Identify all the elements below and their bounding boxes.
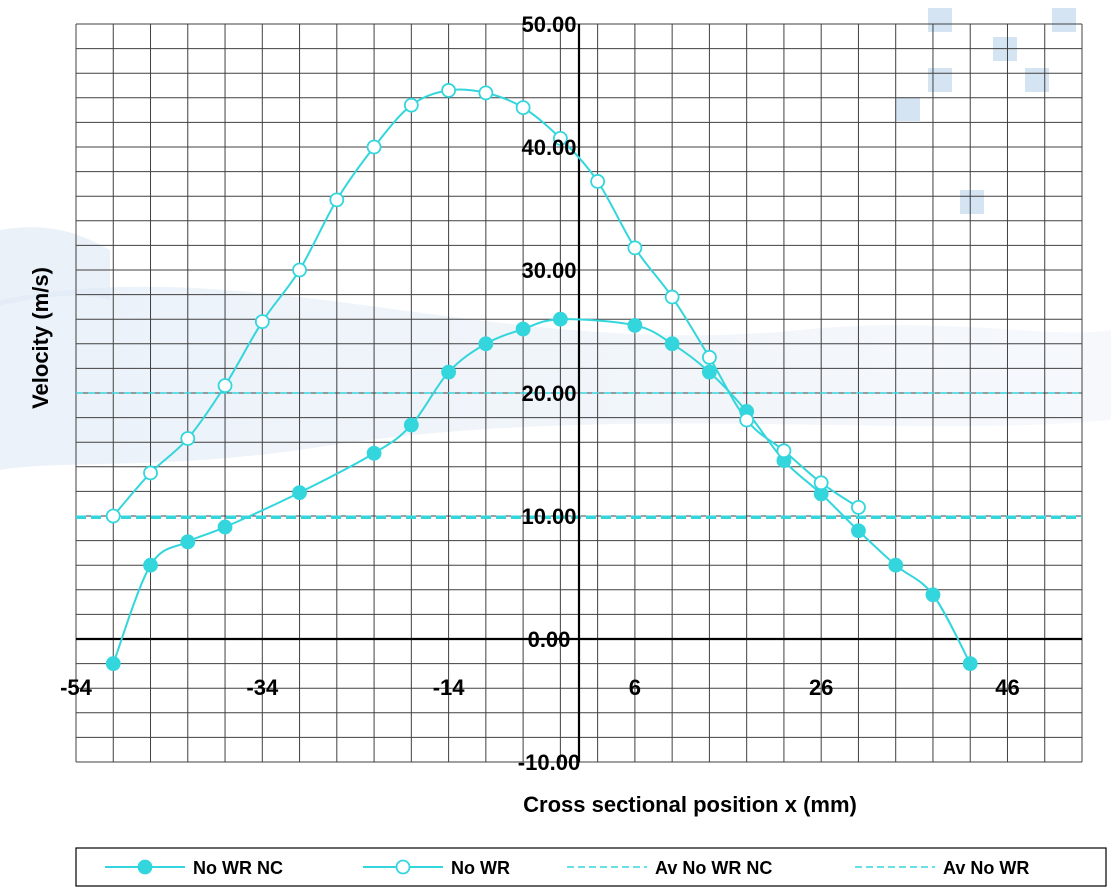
no-wr-point	[441, 83, 456, 98]
no-wr-nc-point	[515, 321, 531, 337]
background-decoration	[0, 8, 1111, 470]
x-tick-label: 6	[629, 675, 641, 700]
no-wr-nc-point	[217, 519, 233, 535]
legend-item-av-no-wr-nc: Av No WR NC	[567, 858, 772, 878]
no-wr-nc-point	[441, 364, 456, 380]
x-tick-labels: -54 -34 -14 6 26 46	[60, 675, 1020, 700]
no-wr-point	[366, 139, 382, 155]
no-wr-nc-point	[851, 523, 866, 539]
no-wr-point	[739, 412, 755, 428]
y-tick-label: 50.00	[521, 12, 576, 37]
no-wr-nc-point	[180, 534, 196, 550]
y-tick-label: 30.00	[521, 258, 576, 283]
legend-item-no-wr: No WR	[363, 858, 510, 878]
legend-swatch-marker	[137, 859, 153, 875]
no-wr-point	[627, 240, 643, 256]
no-wr-nc-point	[627, 317, 643, 333]
no-wr-nc-point	[925, 587, 941, 603]
legend-item-av-no-wr: Av No WR	[855, 858, 1029, 878]
x-tick-label: 26	[809, 675, 833, 700]
y-tick-label: 40.00	[521, 135, 576, 160]
no-wr-point	[851, 499, 866, 515]
series-markers	[105, 83, 978, 671]
legend: No WR NC No WR Av No WR NC Av No WR	[75, 847, 1107, 887]
no-wr-nc-point	[403, 417, 419, 433]
y-axis-title: Velocity (m/s)	[28, 267, 53, 409]
no-wr-nc-point	[292, 485, 307, 501]
x-tick-label: 46	[995, 675, 1019, 700]
no-wr-point	[590, 174, 606, 189]
y-tick-label: 20.00	[521, 381, 576, 406]
no-wr-point	[403, 97, 419, 113]
no-wr-nc-point	[664, 336, 680, 352]
no-wr-point	[552, 130, 568, 146]
plot-axes	[76, 24, 1082, 762]
x-tick-label: -34	[246, 675, 279, 700]
legend-swatch-marker	[395, 859, 411, 875]
no-wr-point	[217, 378, 233, 394]
no-wr-nc-point	[962, 656, 978, 671]
legend-label: No WR	[451, 858, 510, 878]
no-wr-point	[105, 508, 121, 524]
no-wr-point	[143, 465, 158, 481]
no-wr-point	[776, 443, 792, 459]
legend-item-no-wr-nc: No WR NC	[105, 858, 283, 878]
no-wr-point	[515, 100, 531, 116]
legend-label: No WR NC	[193, 858, 283, 878]
legend-label: Av No WR NC	[655, 858, 772, 878]
no-wr-point	[702, 349, 717, 365]
no-wr-point	[478, 85, 494, 101]
x-tick-label: -54	[60, 675, 93, 700]
no-wr-nc-point	[478, 336, 494, 352]
y-tick-labels: -10.00 0.00 10.00 20.00 30.00 40.00 50.00	[518, 12, 580, 775]
no-wr-point	[813, 475, 829, 491]
no-wr-nc-point	[702, 364, 717, 380]
no-wr-point	[254, 314, 270, 330]
x-axis-title: Cross sectional position x (mm)	[523, 792, 857, 817]
no-wr-nc-point	[143, 557, 158, 573]
y-tick-label: -10.00	[518, 750, 580, 775]
no-wr-point	[180, 431, 196, 446]
y-tick-label: 10.00	[521, 504, 576, 529]
no-wr-point	[329, 192, 345, 208]
no-wr-nc-point	[366, 445, 382, 461]
no-wr-point	[292, 262, 307, 278]
no-wr-nc-point	[888, 557, 904, 573]
no-wr-nc-point	[552, 311, 568, 327]
legend-label: Av No WR	[943, 858, 1029, 878]
y-tick-label: 0.00	[528, 627, 571, 652]
no-wr-nc-point	[105, 656, 121, 671]
no-wr-point	[664, 289, 680, 305]
x-tick-label: -14	[433, 675, 466, 700]
